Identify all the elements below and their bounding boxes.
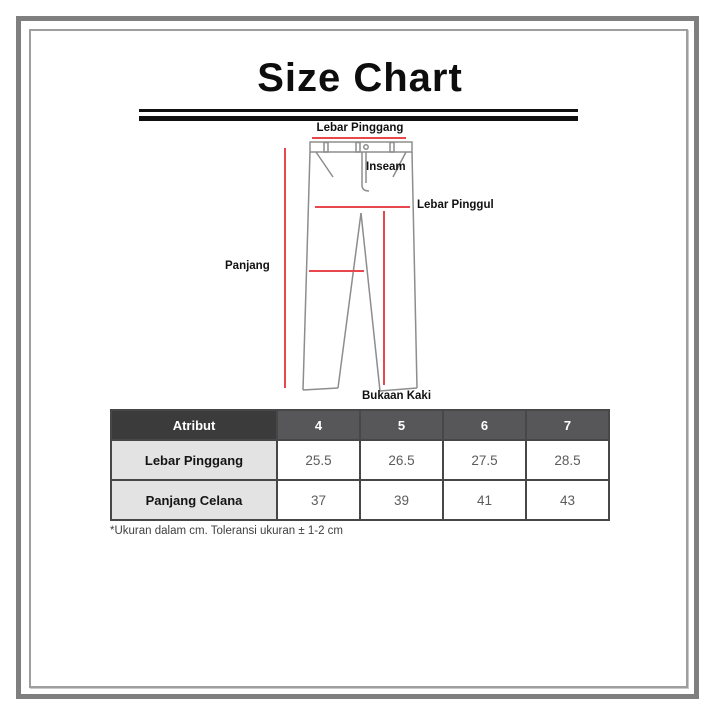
- inner-frame-border: [29, 29, 688, 688]
- title-divider-top: [139, 109, 578, 112]
- waist-label: Lebar Pinggang: [316, 122, 404, 134]
- table-cell: 27.5: [442, 439, 527, 481]
- table-header-size: 4: [276, 409, 361, 441]
- table-cell: 37: [276, 479, 361, 521]
- page-title: Size Chart: [257, 56, 463, 100]
- inseam-label: Inseam: [366, 161, 406, 173]
- table-row: Panjang Celana 37 39 41 43: [110, 479, 610, 521]
- table-cell: 43: [525, 479, 610, 521]
- table-cell: 39: [359, 479, 444, 521]
- pants-diagram: [284, 137, 418, 392]
- table-header-size: 6: [442, 409, 527, 441]
- outer-frame-border: [16, 16, 699, 699]
- row-label: Panjang Celana: [110, 479, 278, 521]
- size-table: Atribut 4 5 6 7 Lebar Pinggang 25.5 26.5…: [110, 409, 610, 521]
- table-cell: 41: [442, 479, 527, 521]
- table-header-size: 5: [359, 409, 444, 441]
- table-cell: 26.5: [359, 439, 444, 481]
- leg-opening-label: Bukaan Kaki: [362, 390, 432, 402]
- length-label: Panjang: [225, 260, 270, 272]
- table-header-attribute: Atribut: [110, 409, 278, 441]
- size-tolerance-footnote: *Ukuran dalam cm. Toleransi ukuran ± 1-2…: [110, 525, 343, 537]
- table-cell: 25.5: [276, 439, 361, 481]
- table-header-size: 7: [525, 409, 610, 441]
- table-cell: 28.5: [525, 439, 610, 481]
- table-header-row: Atribut 4 5 6 7: [110, 409, 610, 441]
- row-label: Lebar Pinggang: [110, 439, 278, 481]
- measurement-lines: [284, 137, 410, 388]
- table-row: Lebar Pinggang 25.5 26.5 27.5 28.5: [110, 439, 610, 481]
- hip-label: Lebar Pinggul: [417, 199, 494, 211]
- pants-outline: [302, 141, 418, 392]
- title-divider-bottom: [139, 116, 578, 121]
